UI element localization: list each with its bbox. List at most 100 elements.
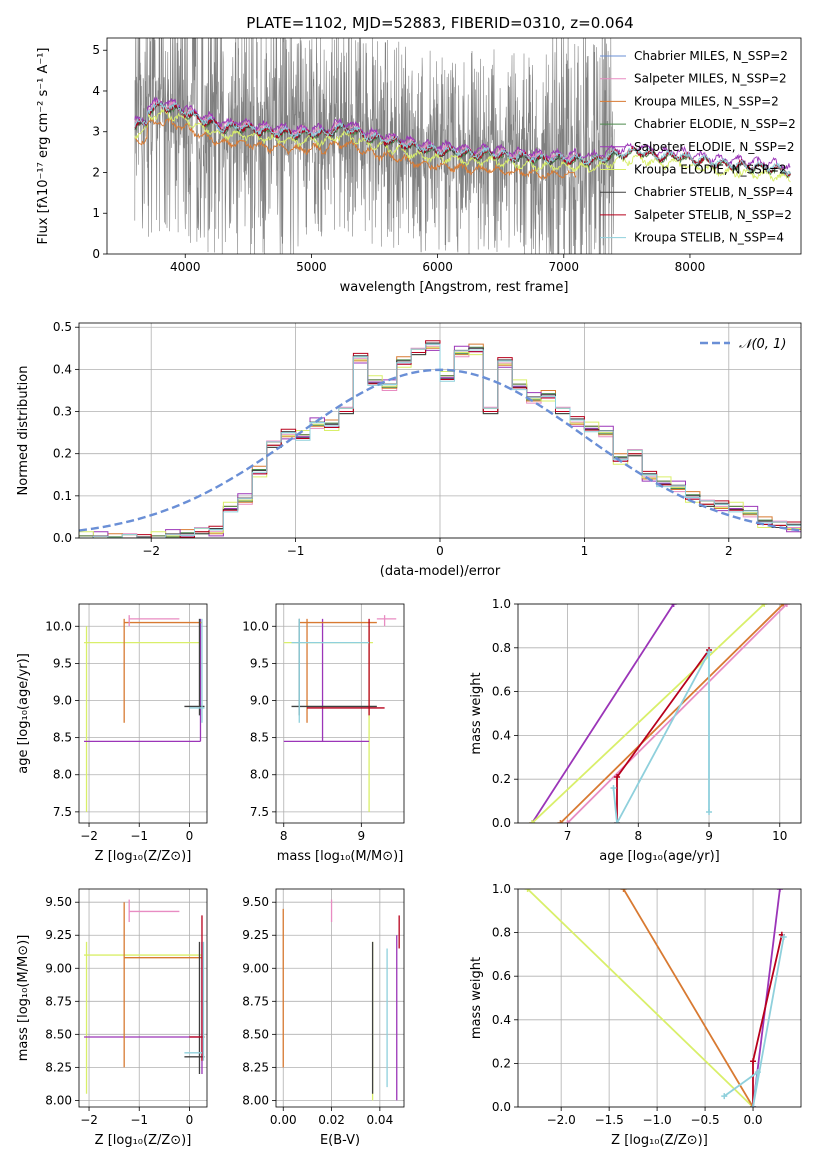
legend-label: 𝒩(0, 1) (739, 337, 786, 352)
y-tick-label: 9.50 (242, 895, 269, 909)
x-tick-label: −2 (142, 544, 160, 558)
y-tick-label: 2 (92, 165, 100, 179)
spectrum-frame (106, 37, 802, 255)
age_vs_mass-grid (276, 604, 404, 823)
y-tick-label: 8.0 (53, 768, 72, 782)
x-tick-label: 0 (436, 544, 444, 558)
legend-label: Salpeter MILES, N_SSP=2 (634, 72, 787, 86)
mass_vs_ebv-plot-area (282, 899, 400, 1101)
point-marker (783, 604, 790, 607)
point-marker (706, 809, 713, 816)
legend-label: Salpeter ELODIE, N_SSP=2 (634, 140, 795, 154)
point-marker (614, 774, 621, 781)
y-tick-label: 8.75 (45, 994, 72, 1008)
point-marker (780, 933, 787, 940)
y-tick-label: 0.8 (492, 641, 511, 655)
residuals-frame (78, 322, 802, 539)
y-tick-label: 8.25 (242, 1060, 269, 1074)
series-kroupa-miles (559, 604, 784, 823)
x-tick-label: 1 (581, 544, 589, 558)
normal-curve (79, 368, 801, 532)
y-tick-label: 0.0 (53, 531, 72, 545)
age_vs_mass-plot-area (283, 615, 397, 812)
x-tick-label: 10 (772, 829, 787, 843)
x-tick-label: 0.04 (366, 1113, 393, 1127)
model-spectrum-kroupa-miles (134, 117, 577, 180)
y-axis-label: mass weight (469, 672, 484, 754)
residuals-panel: −2 −1 0 1 2 0.0 0.1 0.2 0.3 0.4 0.5 (data-model)/er… (16, 320, 802, 579)
massweight_vs_Z-plot-area (524, 889, 787, 1107)
x-tick-label: 0.0 (743, 1113, 762, 1127)
x-tick-label: −1 (130, 829, 148, 843)
legend-label: Salpeter STELIB, N_SSP=2 (634, 208, 792, 222)
series-kroupa-stelib (723, 936, 785, 1107)
y-tick-label: 1.0 (492, 882, 511, 896)
y-tick-label: 0.2 (492, 1056, 511, 1070)
series-salpeter-miles (566, 604, 788, 823)
y-axis-label: age [log₁₀(age/yr)] (16, 653, 31, 774)
y-tick-label: 0.0 (492, 816, 511, 830)
point-marker (776, 889, 783, 892)
massweight_vs_age-panel: 7 8 9 10 0.0 0.2 0.4 0.6 0.8 1.0 age [log₁₀(age/yr… (469, 597, 802, 864)
point-marker (754, 1069, 761, 1076)
y-tick-label: 8.00 (242, 1093, 269, 1107)
y-tick-label: 0.4 (492, 1013, 511, 1027)
y-tick-label: 1 (92, 206, 100, 220)
x-tick-label: 8000 (675, 260, 706, 274)
y-tick-label: 0.2 (492, 772, 511, 786)
y-tick-label: 8.5 (53, 731, 72, 745)
point-marker (670, 604, 677, 607)
y-axis-label: Normed distribution (16, 366, 31, 496)
x-tick-label: 9 (705, 829, 713, 843)
y-tick-label: 9.00 (242, 961, 269, 975)
y-tick-label: 8.25 (45, 1060, 72, 1074)
age_vs_mass-frame (275, 603, 405, 824)
x-tick-label: 7 (564, 829, 572, 843)
series-kroupa-miles (622, 889, 754, 1107)
massweight_vs_age-frame (517, 603, 802, 824)
x-tick-label: 6000 (422, 260, 453, 274)
y-tick-label: 9.5 (250, 656, 269, 670)
x-axis-label: mass [log₁₀(M/M⊙)] (277, 849, 404, 864)
y-tick-label: 0.3 (53, 405, 72, 419)
age_vs_Z-plot-area (84, 615, 205, 812)
x-tick-label: 7000 (549, 260, 580, 274)
x-axis-label: Z [log₁₀(Z/Z⊙)] (95, 849, 192, 864)
y-tick-label: 0.5 (53, 320, 72, 334)
series-kroupa-stelib (612, 651, 710, 823)
y-tick-label: 0.2 (53, 447, 72, 461)
point-marker (614, 820, 621, 823)
legend-label: Chabrier STELIB, N_SSP=4 (634, 185, 793, 199)
x-tick-label: −2 (80, 1113, 98, 1127)
x-tick-label: 4000 (170, 260, 201, 274)
x-tick-label: 0 (186, 829, 194, 843)
point-marker (706, 649, 713, 656)
x-tick-label: −2.0 (547, 1113, 576, 1127)
spectrum-panel: 4000 5000 6000 7000 8000 0 1 2 3 4 5 wavelength [An… (36, 37, 802, 295)
x-tick-label: −1 (287, 544, 305, 558)
y-tick-label: 1.0 (492, 597, 511, 611)
mass_vs_ebv-frame (275, 888, 405, 1108)
x-axis-label: age [log₁₀(age/yr)] (599, 849, 720, 864)
point-marker (620, 889, 627, 892)
y-tick-label: 0.1 (53, 489, 72, 503)
series-kroupa-elodie (531, 604, 765, 823)
model-spectrum-salpeter-elodie (134, 96, 791, 170)
spectrum-legend: Chabrier MILES, N_SSP=2 Salpeter MILES, N… (600, 49, 796, 245)
point-marker (780, 604, 787, 607)
point-marker (721, 1093, 728, 1100)
model-spectrum-kroupa-elodie (134, 107, 791, 183)
age_vs_Z-frame (78, 603, 208, 824)
x-tick-label: −1 (130, 1113, 148, 1127)
x-axis-label: Z [log₁₀(Z/Z⊙)] (95, 1133, 192, 1148)
y-tick-label: 10.0 (242, 619, 269, 633)
x-tick-label: −1.5 (595, 1113, 624, 1127)
x-tick-label: 0.02 (318, 1113, 345, 1127)
y-tick-label: 9.25 (45, 928, 72, 942)
age_vs_mass-panel: 8 9 7.5 8.0 8.5 9.0 9.5 10.0 mass [log₁₀(M/M⊙)] (242, 603, 405, 864)
model-spectrum-kroupa-stelib (134, 98, 791, 177)
y-tick-label: 8.50 (242, 1027, 269, 1041)
x-tick-label: 2 (725, 544, 733, 558)
point-marker (610, 784, 617, 791)
